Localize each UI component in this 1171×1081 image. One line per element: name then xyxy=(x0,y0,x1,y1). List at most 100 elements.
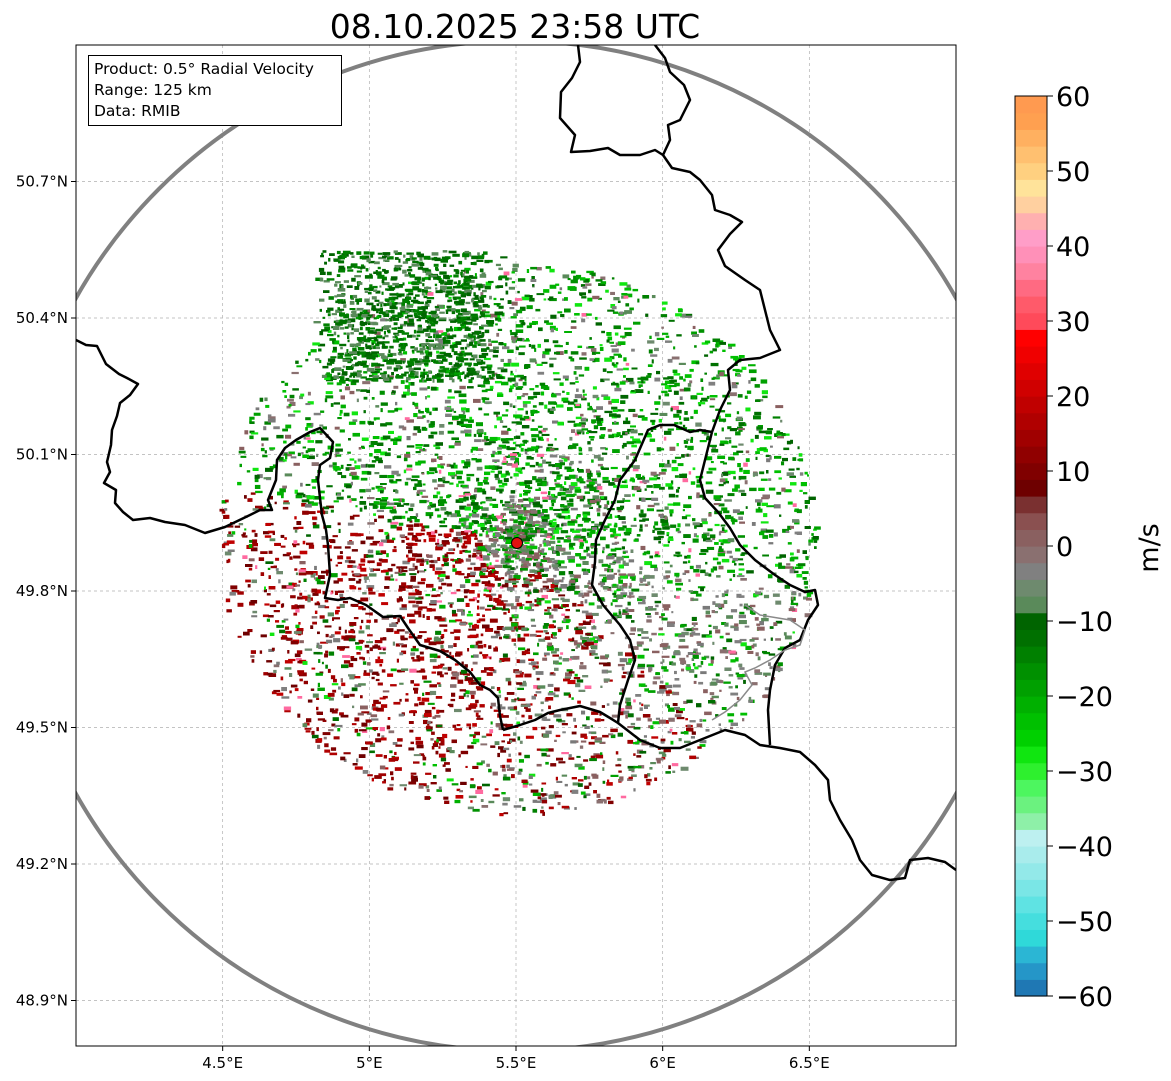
echo-pixel xyxy=(606,670,612,673)
echo-pixel xyxy=(287,650,290,654)
echo-pixel xyxy=(607,553,613,556)
echo-pixel xyxy=(557,802,561,806)
echo-pixel xyxy=(410,772,417,775)
echo-pixel xyxy=(504,344,507,347)
echo-pixel xyxy=(581,318,586,323)
echo-pixel xyxy=(628,768,635,771)
echo-pixel xyxy=(607,336,613,341)
echo-pixel xyxy=(739,469,743,473)
echo-pixel xyxy=(730,692,739,696)
echo-pixel xyxy=(375,738,382,743)
echo-pixel xyxy=(775,556,782,559)
echo-pixel xyxy=(261,443,264,447)
echo-pixel xyxy=(587,582,594,585)
echo-pixel xyxy=(311,588,318,593)
echo-pixel xyxy=(591,276,594,279)
echo-pixel xyxy=(620,394,629,399)
echo-pixel xyxy=(373,417,380,420)
echo-pixel xyxy=(418,614,422,618)
echo-pixel xyxy=(523,506,527,511)
echo-pixel xyxy=(383,648,386,651)
echo-pixel xyxy=(532,726,538,731)
echo-pixel xyxy=(545,730,552,735)
echo-pixel xyxy=(639,566,643,571)
echo-pixel xyxy=(403,457,408,462)
echo-pixel xyxy=(797,446,800,450)
echo-pixel xyxy=(674,678,680,681)
echo-pixel xyxy=(509,767,515,770)
echo-pixel xyxy=(380,451,387,456)
echo-pixel xyxy=(391,622,397,625)
echo-pixel xyxy=(546,754,551,757)
echo-pixel xyxy=(739,467,743,471)
echo-pixel xyxy=(408,507,414,512)
echo-pixel xyxy=(535,308,541,312)
echo-pixel xyxy=(243,631,250,636)
echo-pixel xyxy=(568,671,575,674)
echo-pixel xyxy=(448,445,455,449)
echo-pixel xyxy=(313,577,317,580)
echo-pixel xyxy=(502,346,510,350)
echo-pixel xyxy=(538,638,546,642)
echo-pixel xyxy=(654,401,661,405)
echo-pixel xyxy=(503,531,506,534)
echo-pixel xyxy=(459,505,467,510)
echo-pixel xyxy=(237,635,242,638)
echo-pixel xyxy=(521,627,528,632)
echo-pixel xyxy=(605,544,610,549)
echo-pixel xyxy=(728,345,732,349)
echo-pixel xyxy=(479,554,483,558)
echo-pixel xyxy=(704,572,709,576)
echo-pixel xyxy=(616,432,621,437)
echo-pixel xyxy=(516,682,523,685)
echo-pixel xyxy=(470,655,474,658)
echo-pixel xyxy=(599,574,607,577)
echo-pixel xyxy=(599,741,606,744)
echo-pixel xyxy=(428,537,436,542)
echo-pixel xyxy=(397,435,402,440)
echo-pixel xyxy=(364,644,369,648)
echo-pixel xyxy=(566,669,573,672)
echo-pixel xyxy=(644,705,648,709)
echo-pixel xyxy=(796,573,803,578)
echo-pixel xyxy=(617,508,622,513)
echo-pixel xyxy=(564,297,568,301)
echo-pixel xyxy=(613,297,620,301)
echo-pixel xyxy=(480,515,484,520)
echo-pixel xyxy=(358,578,362,582)
echo-pixel xyxy=(363,670,367,674)
echo-pixel xyxy=(477,786,482,790)
echo-pixel xyxy=(631,646,639,650)
echo-pixel xyxy=(299,678,303,682)
echo-pixel xyxy=(447,666,452,671)
echo-pixel xyxy=(452,559,460,562)
echo-pixel xyxy=(642,479,650,483)
echo-pixel xyxy=(437,538,440,543)
echo-pixel xyxy=(227,534,234,537)
echo-pixel xyxy=(768,478,772,481)
echo-pixel xyxy=(596,406,603,410)
echo-pixel xyxy=(481,513,488,517)
echo-pixel xyxy=(544,612,552,615)
echo-pixel xyxy=(512,339,516,344)
echo-pixel xyxy=(378,593,385,597)
echo-pixel xyxy=(296,605,301,608)
echo-pixel xyxy=(738,428,743,432)
echo-pixel xyxy=(612,311,619,314)
echo-pixel xyxy=(289,556,293,560)
echo-pixel xyxy=(305,730,311,733)
echo-pixel xyxy=(264,397,268,402)
echo-pixel xyxy=(625,527,632,532)
echo-pixel xyxy=(465,707,472,711)
echo-pixel xyxy=(695,422,702,427)
echo-pixel xyxy=(573,640,578,645)
echo-pixel xyxy=(724,590,729,594)
echo-pixel xyxy=(531,498,537,503)
echo-pixel xyxy=(704,340,711,344)
echo-pixel xyxy=(569,579,576,583)
echo-pixel xyxy=(687,652,694,655)
echo-pixel xyxy=(666,580,673,584)
echo-pixel xyxy=(349,622,357,626)
echo-pixel xyxy=(674,382,680,387)
echo-pixel xyxy=(519,604,525,607)
